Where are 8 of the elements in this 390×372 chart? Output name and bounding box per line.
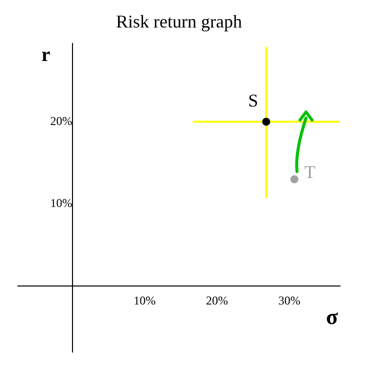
y-axis-title: r bbox=[41, 44, 50, 66]
x-tick-label: 10% bbox=[134, 294, 156, 308]
annotation: S bbox=[248, 90, 258, 110]
x-axis-title: σ bbox=[326, 304, 338, 329]
x-tick-label: 20% bbox=[206, 294, 228, 308]
annotation: T bbox=[304, 162, 316, 182]
chart-title: Risk return graph bbox=[116, 12, 242, 32]
x-tick-label: 30% bbox=[278, 294, 300, 308]
